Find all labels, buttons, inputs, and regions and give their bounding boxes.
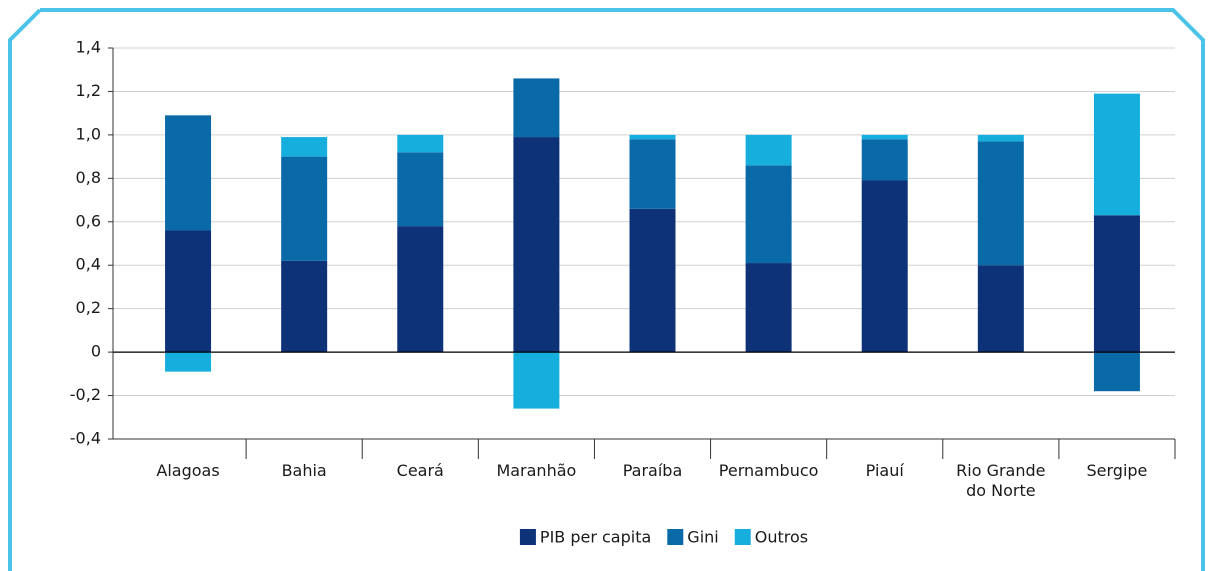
- x-tick-label: Piauí: [865, 461, 904, 480]
- bar-segment: [977, 134, 1024, 142]
- legend-swatch: [667, 529, 684, 545]
- x-tick-label-box: Piauí: [865, 461, 904, 480]
- bar-segment: [165, 230, 212, 353]
- x-tick-label: Alagoas: [156, 461, 220, 480]
- bar-segment: [977, 265, 1024, 353]
- legend-label: Gini: [687, 528, 718, 547]
- y-tick-label: 0,6: [76, 211, 101, 230]
- bar-segment: [165, 115, 212, 231]
- bar-segment: [977, 141, 1024, 266]
- x-tick-label: Paraíba: [622, 461, 683, 480]
- x-tick-label-box: Sergipe: [1086, 461, 1148, 480]
- bar-segment: [1093, 352, 1140, 392]
- bar-segment: [1093, 215, 1140, 353]
- bar-segment: [745, 263, 792, 353]
- bar-segment: [629, 208, 676, 353]
- bar-segment: [745, 165, 792, 264]
- bar-segment: [745, 134, 792, 166]
- bar-segment: [513, 137, 560, 353]
- x-tick-label-box: Paraíba: [622, 461, 683, 480]
- y-tick-label: 0,8: [76, 168, 101, 187]
- bar-segment: [281, 156, 328, 261]
- legend-label: PIB per capita: [540, 528, 651, 547]
- x-tick-label: Pernambuco: [718, 461, 819, 480]
- y-tick-label: -0,2: [70, 385, 101, 404]
- y-tick-label: 1,0: [76, 124, 101, 143]
- bar-segment: [397, 152, 444, 227]
- bar-segment: [165, 352, 212, 372]
- x-tick-label: Ceará: [396, 461, 444, 480]
- bar-segment: [513, 78, 560, 138]
- x-tick-label: Sergipe: [1086, 461, 1148, 480]
- legend-label: Outros: [755, 528, 808, 547]
- x-tick-label: Rio Grande do Norte: [956, 461, 1046, 500]
- bar-segment: [281, 137, 328, 157]
- bar-segment: [281, 260, 328, 353]
- y-tick-label: 0,4: [76, 255, 101, 274]
- x-tick-label: Bahia: [281, 461, 327, 480]
- x-tick-label-box: Rio Grande do Norte: [956, 461, 1046, 500]
- bar-segment: [629, 134, 676, 140]
- bar-segment: [1093, 93, 1140, 216]
- legend-swatch: [519, 529, 536, 545]
- bar-segment: [629, 139, 676, 209]
- bar-segment: [397, 226, 444, 353]
- x-tick-label-box: Bahia: [281, 461, 327, 480]
- legend-swatch: [734, 529, 751, 545]
- y-tick-label: 0: [91, 342, 101, 361]
- x-tick-label-box: Alagoas: [156, 461, 220, 480]
- y-tick-label: 1,2: [76, 81, 101, 100]
- bar-segment: [861, 139, 908, 181]
- bar-segment: [513, 352, 560, 409]
- bar-segment: [397, 134, 444, 153]
- x-tick-label-box: Pernambuco: [718, 461, 819, 480]
- y-tick-label: 1,4: [76, 38, 101, 57]
- bar-segment: [861, 180, 908, 353]
- x-tick-label: Maranhão: [496, 461, 577, 480]
- bar-segment: [861, 134, 908, 140]
- frame: [8, 8, 1205, 571]
- y-tick-label: -0,4: [70, 429, 101, 448]
- y-tick-label: 0,2: [76, 298, 101, 317]
- x-tick-label-box: Ceará: [396, 461, 444, 480]
- x-tick-label-box: Maranhão: [496, 461, 577, 480]
- legend: PIB per capita Gini Outros: [519, 528, 808, 547]
